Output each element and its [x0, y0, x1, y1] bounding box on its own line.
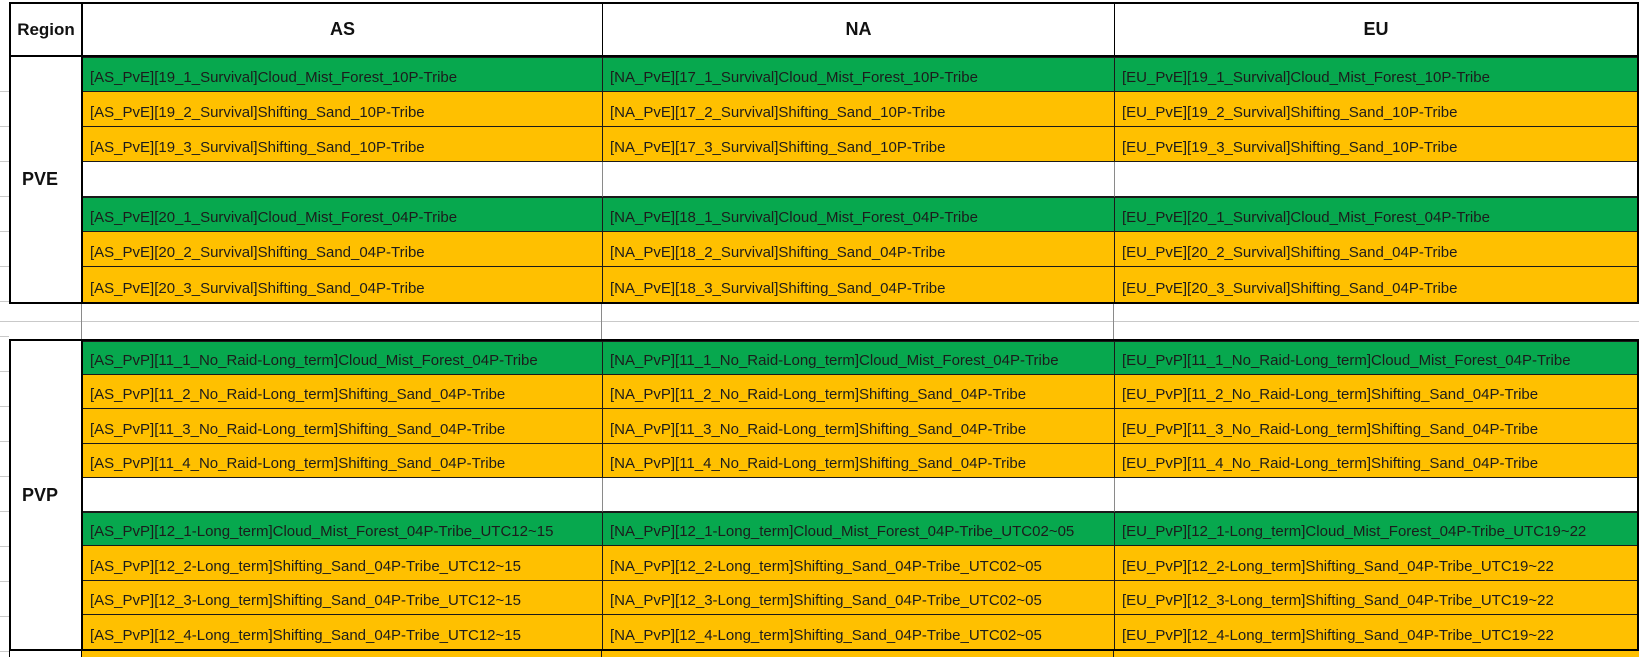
server-cell[interactable]: [AS_PvP][11_3_No_Raid-Long_term]Shifting… — [83, 409, 603, 444]
section-gap — [0, 304, 1639, 339]
table-row: [AS_PvP][11_4_No_Raid-Long_term]Shifting… — [83, 443, 1637, 478]
cutoff-cell — [82, 651, 602, 657]
server-cell[interactable]: [NA_PvE][17_2_Survival]Shifting_Sand_10P… — [603, 92, 1115, 127]
server-cell[interactable]: [NA_PvP][11_3_No_Raid-Long_term]Shifting… — [603, 409, 1115, 444]
header-cell-region[interactable]: Region — [11, 4, 83, 55]
empty-cell[interactable] — [603, 477, 1115, 513]
server-cell[interactable]: [AS_PvP][11_2_No_Raid-Long_term]Shifting… — [83, 375, 603, 410]
table-row: [AS_PvE][20_3_Survival]Shifting_Sand_04P… — [83, 267, 1637, 302]
gridline — [601, 304, 602, 339]
table-row: [AS_PvP][12_2-Long_term]Shifting_Sand_04… — [83, 546, 1637, 581]
server-cell[interactable]: [NA_PvE][17_1_Survival]Cloud_Mist_Forest… — [603, 57, 1115, 92]
empty-cell[interactable] — [1115, 162, 1637, 197]
server-cell[interactable]: [AS_PvE][20_2_Survival]Shifting_Sand_04P… — [83, 232, 603, 267]
server-cell[interactable]: [EU_PvE][20_2_Survival]Shifting_Sand_04P… — [1115, 232, 1637, 267]
server-cell[interactable]: [EU_PvE][20_3_Survival]Shifting_Sand_04P… — [1115, 267, 1637, 302]
server-cell[interactable]: [EU_PvE][20_1_Survival]Cloud_Mist_Forest… — [1115, 197, 1637, 232]
section-pve: PVE [AS_PvE][19_1_Survival]Cloud_Mist_Fo… — [9, 57, 1639, 304]
server-cell[interactable]: [EU_PvP][11_1_No_Raid-Long_term]Cloud_Mi… — [1115, 341, 1637, 376]
server-cell[interactable]: [EU_PvP][12_3-Long_term]Shifting_Sand_04… — [1115, 580, 1637, 615]
server-cell[interactable]: [NA_PvE][18_3_Survival]Shifting_Sand_04P… — [603, 267, 1115, 302]
table-row-empty — [83, 477, 1637, 513]
server-cell[interactable]: [AS_PvP][11_1_No_Raid-Long_term]Cloud_Mi… — [83, 341, 603, 376]
server-cell[interactable]: [AS_PvP][12_3-Long_term]Shifting_Sand_04… — [83, 580, 603, 615]
server-cell[interactable]: [EU_PvE][19_3_Survival]Shifting_Sand_10P… — [1115, 127, 1637, 162]
server-cell[interactable]: [NA_PvP][12_1-Long_term]Cloud_Mist_Fores… — [603, 512, 1115, 547]
table-row: [AS_PvP][12_4-Long_term]Shifting_Sand_04… — [83, 614, 1637, 649]
section-pvp: PVP [AS_PvP][11_1_No_Raid-Long_term]Clou… — [9, 339, 1639, 651]
pve-rows: [AS_PvE][19_1_Survival]Cloud_Mist_Forest… — [83, 57, 1637, 302]
server-cell[interactable]: [EU_PvP][11_2_No_Raid-Long_term]Shifting… — [1115, 375, 1637, 410]
table-row: [AS_PvE][19_3_Survival]Shifting_Sand_10P… — [83, 127, 1637, 162]
header-cell-na[interactable]: NA — [603, 4, 1115, 55]
table-row: [AS_PvE][19_1_Survival]Cloud_Mist_Forest… — [83, 57, 1637, 92]
server-cell[interactable]: [NA_PvP][12_2-Long_term]Shifting_Sand_04… — [603, 546, 1115, 581]
empty-cell[interactable] — [83, 162, 603, 197]
empty-cell[interactable] — [603, 162, 1115, 197]
table-row: [AS_PvE][20_1_Survival]Cloud_Mist_Forest… — [83, 197, 1637, 232]
header-cell-eu[interactable]: EU — [1363, 19, 1389, 39]
header-cell-as[interactable]: AS — [83, 4, 603, 55]
cutoff-cell — [602, 651, 1114, 657]
server-cell[interactable]: [AS_PvE][20_3_Survival]Shifting_Sand_04P… — [83, 267, 603, 302]
gridline — [81, 304, 82, 339]
server-cell[interactable]: [EU_PvP][11_3_No_Raid-Long_term]Shifting… — [1115, 409, 1637, 444]
server-cell[interactable]: [AS_PvP][11_4_No_Raid-Long_term]Shifting… — [83, 443, 603, 478]
section-label-pve[interactable]: PVE — [11, 57, 83, 302]
server-cell[interactable]: [AS_PvE][19_3_Survival]Shifting_Sand_10P… — [83, 127, 603, 162]
gridline — [0, 321, 1639, 322]
cutoff-row — [9, 651, 1639, 657]
empty-cell[interactable] — [1115, 477, 1637, 513]
gridline — [1113, 304, 1114, 339]
table-header-row: Region AS NA EU — [9, 2, 1639, 57]
sheet-gridline-margin — [0, 57, 9, 657]
server-cell[interactable]: [AS_PvE][19_1_Survival]Cloud_Mist_Forest… — [83, 57, 603, 92]
server-cell[interactable]: [AS_PvP][12_1-Long_term]Cloud_Mist_Fores… — [83, 512, 603, 547]
server-cell[interactable]: [NA_PvE][18_2_Survival]Shifting_Sand_04P… — [603, 232, 1115, 267]
server-cell[interactable]: [AS_PvP][12_4-Long_term]Shifting_Sand_04… — [83, 614, 603, 649]
server-cell[interactable]: [AS_PvE][20_1_Survival]Cloud_Mist_Forest… — [83, 197, 603, 232]
table-row: [AS_PvP][12_3-Long_term]Shifting_Sand_04… — [83, 580, 1637, 615]
server-cell[interactable]: [NA_PvP][12_4-Long_term]Shifting_Sand_04… — [603, 614, 1115, 649]
table-row: [AS_PvE][19_2_Survival]Shifting_Sand_10P… — [83, 92, 1637, 127]
server-cell[interactable]: [NA_PvP][11_2_No_Raid-Long_term]Shifting… — [603, 375, 1115, 410]
server-cell[interactable]: [NA_PvP][11_1_No_Raid-Long_term]Cloud_Mi… — [603, 341, 1115, 376]
server-cell[interactable]: [EU_PvP][12_2-Long_term]Shifting_Sand_04… — [1115, 546, 1637, 581]
table-row: [AS_PvE][20_2_Survival]Shifting_Sand_04P… — [83, 232, 1637, 267]
table-row: [AS_PvP][12_1-Long_term]Cloud_Mist_Fores… — [83, 512, 1637, 547]
empty-cell[interactable] — [83, 477, 603, 513]
server-cell[interactable]: [NA_PvP][12_3-Long_term]Shifting_Sand_04… — [603, 580, 1115, 615]
cutoff-cell — [1114, 651, 1639, 657]
server-cell[interactable]: [AS_PvP][12_2-Long_term]Shifting_Sand_04… — [83, 546, 603, 581]
server-cell[interactable]: [EU_PvP][11_4_No_Raid-Long_term]Shifting… — [1115, 443, 1637, 478]
table-row: [AS_PvP][11_3_No_Raid-Long_term]Shifting… — [83, 409, 1637, 444]
table-row: [AS_PvP][11_1_No_Raid-Long_term]Cloud_Mi… — [83, 341, 1637, 376]
section-label-pvp[interactable]: PVP — [11, 341, 83, 649]
table-row: [AS_PvP][11_2_No_Raid-Long_term]Shifting… — [83, 375, 1637, 410]
server-cell[interactable]: [AS_PvE][19_2_Survival]Shifting_Sand_10P… — [83, 92, 603, 127]
table-row-empty — [83, 162, 1637, 197]
server-cell[interactable]: [NA_PvE][17_3_Survival]Shifting_Sand_10P… — [603, 127, 1115, 162]
server-cell[interactable]: [NA_PvE][18_1_Survival]Cloud_Mist_Forest… — [603, 197, 1115, 232]
server-cell[interactable]: [EU_PvP][12_1-Long_term]Cloud_Mist_Fores… — [1115, 512, 1637, 547]
cutoff-region-cell — [10, 651, 82, 657]
server-cell[interactable]: [EU_PvP][12_4-Long_term]Shifting_Sand_04… — [1115, 614, 1637, 649]
server-cell[interactable]: [EU_PvE][19_2_Survival]Shifting_Sand_10P… — [1115, 92, 1637, 127]
pvp-rows: [AS_PvP][11_1_No_Raid-Long_term]Cloud_Mi… — [83, 341, 1637, 649]
server-cell[interactable]: [EU_PvE][19_1_Survival]Cloud_Mist_Forest… — [1115, 57, 1637, 92]
server-cell[interactable]: [NA_PvP][11_4_No_Raid-Long_term]Shifting… — [603, 443, 1115, 478]
